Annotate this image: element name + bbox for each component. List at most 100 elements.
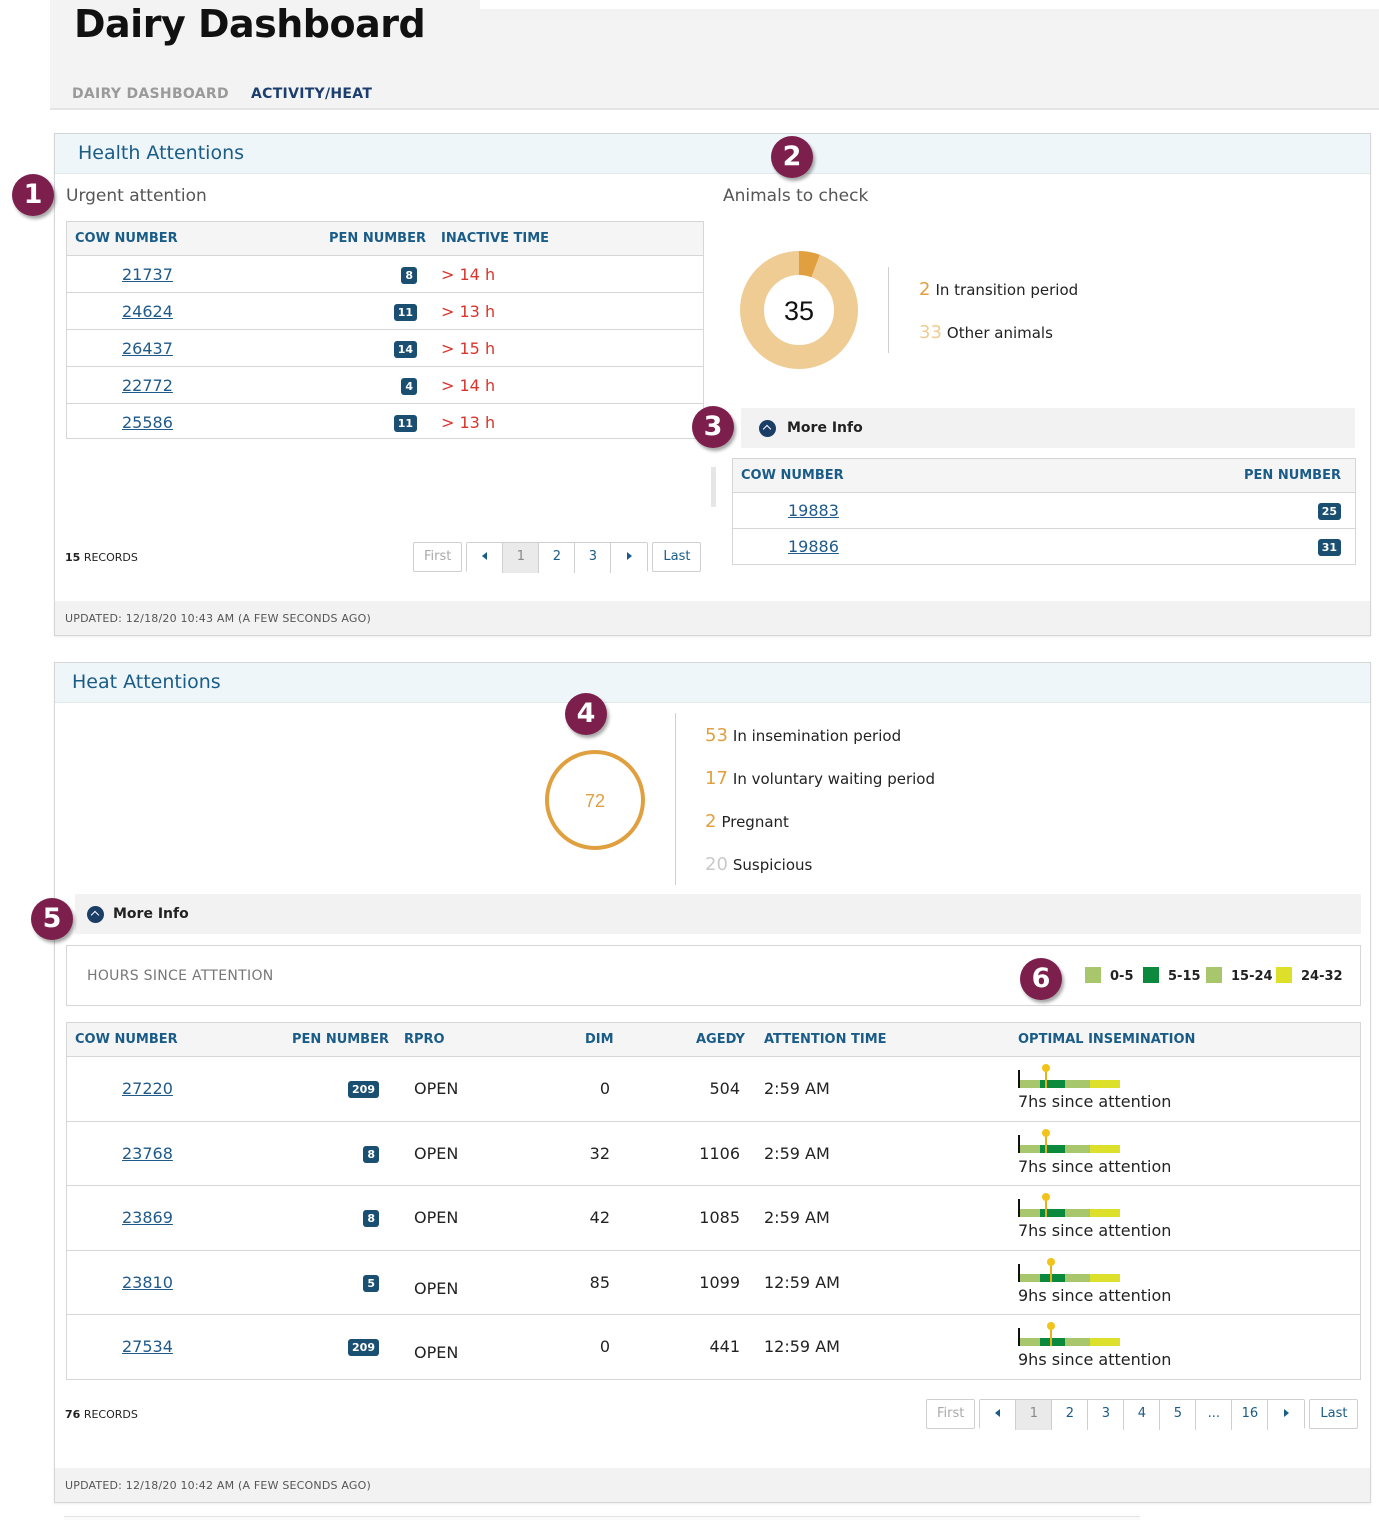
cow-number-link[interactable]: 22772 (122, 376, 173, 395)
pager-page-2[interactable]: 2 (1052, 1400, 1089, 1430)
pager-page-5[interactable]: 5 (1160, 1400, 1197, 1430)
attention-time: 2:59 AM (764, 1079, 830, 1098)
cow-number-link[interactable]: 19883 (788, 501, 839, 520)
col-cow-number[interactable]: COW NUMBER (75, 231, 178, 246)
pager-page-4[interactable]: 4 (1124, 1400, 1161, 1430)
legend-swatch (1206, 967, 1222, 983)
legend-swatch (1143, 967, 1159, 983)
legend-0-5: 0-5 (1085, 967, 1134, 984)
current-time-pin-icon (1042, 1064, 1050, 1088)
pager-next-button[interactable] (611, 543, 648, 573)
col-pen-number[interactable]: PEN NUMBER (292, 1032, 389, 1047)
col-dim[interactable]: DIM (585, 1032, 614, 1047)
cow-number-link[interactable]: 23869 (122, 1208, 173, 1228)
cow-number-link[interactable]: 27220 (122, 1079, 173, 1098)
table-row: 23869 8 OPEN 42 1085 2:59 AM 7hs since attenti… (67, 1186, 1360, 1251)
col-pen-number[interactable]: PEN NUMBER (329, 231, 426, 246)
health-attentions-panel: Health Attentions Urgent attention COW N… (54, 133, 1371, 636)
window-segment (1065, 1080, 1090, 1088)
col-rpro[interactable]: RPRO (404, 1032, 445, 1047)
pager-last-button[interactable]: Last (1309, 1399, 1359, 1429)
cow-number-link[interactable]: 23768 (122, 1143, 173, 1163)
cow-number-link[interactable]: 21737 (122, 265, 173, 284)
urgent-attention-table: COW NUMBER PEN NUMBER INACTIVE TIME 2173… (66, 221, 704, 439)
pager-page-16[interactable]: 16 (1232, 1400, 1269, 1430)
scroll-indicator[interactable] (711, 467, 716, 507)
insemination-window-bar (1020, 1144, 1120, 1153)
heat-table-header: COW NUMBER PEN NUMBER RPRO DIM AGEDY ATT… (67, 1023, 1360, 1057)
inactive-time: > 14 h (441, 376, 496, 395)
window-segment (1065, 1338, 1090, 1347)
tab-activity-heat[interactable]: ACTIVITY/HEAT (251, 86, 373, 102)
col-agedy[interactable]: AGEDY (696, 1032, 745, 1047)
window-segment (1090, 1144, 1120, 1153)
current-time-pin-icon (1042, 1193, 1050, 1218)
dim-value: 42 (589, 1208, 610, 1228)
stat-pregnant: 2 Pregnant (705, 811, 789, 832)
col-pen-number[interactable]: PEN NUMBER (1244, 468, 1341, 483)
heat-attention-table: COW NUMBER PEN NUMBER RPRO DIM AGEDY ATT… (66, 1022, 1361, 1380)
attention-time: 2:59 AM (764, 1208, 830, 1228)
dim-value: 0 (599, 1079, 610, 1098)
window-segment (1020, 1338, 1040, 1347)
page-title: Dairy Dashboard (74, 2, 426, 46)
urgent-table-header: COW NUMBER PEN NUMBER INACTIVE TIME (67, 222, 703, 256)
health-more-info-toggle[interactable]: More Info (741, 408, 1355, 448)
pager-prev-button[interactable] (980, 1400, 1017, 1430)
hours-since-attention: 7hs since attention (1018, 1092, 1172, 1111)
table-row: 19886 31 (733, 529, 1355, 565)
col-inactive-time[interactable]: INACTIVE TIME (441, 231, 550, 246)
col-optimal-insemination[interactable]: OPTIMAL INSEMINATION (1018, 1032, 1196, 1047)
animals-to-check-donut: 35 (740, 251, 858, 369)
pen-number-badge: 11 (393, 304, 417, 321)
agedy-value: 504 (709, 1079, 740, 1098)
pager-ellipsis[interactable]: ... (1196, 1400, 1233, 1430)
pager-page-2[interactable]: 2 (539, 543, 576, 573)
window-segment (1040, 1080, 1065, 1088)
current-time-pin-icon (1047, 1322, 1055, 1347)
donut-total: 35 (784, 296, 814, 326)
table-row: 21737 8 > 14 h (67, 256, 703, 293)
hours-since-attention: 7hs since attention (1018, 1156, 1172, 1176)
heat-pagination: First 1 2 3 4 5 ... 16 Last (926, 1399, 1359, 1430)
cow-number-link[interactable]: 23810 (122, 1272, 173, 1292)
col-cow-number[interactable]: COW NUMBER (741, 468, 844, 483)
dim-value: 85 (589, 1272, 610, 1292)
pager-page-3[interactable]: 3 (575, 543, 612, 573)
inactive-time: > 15 h (441, 339, 496, 358)
dim-value: 32 (589, 1143, 610, 1163)
heat-more-info-toggle[interactable]: More Info (75, 894, 1361, 934)
pager-first-button[interactable]: First (413, 542, 463, 572)
stat-voluntary-waiting: 17 In voluntary waiting period (705, 768, 935, 789)
window-segment (1090, 1080, 1120, 1088)
col-cow-number[interactable]: COW NUMBER (75, 1032, 178, 1047)
table-row: 22772 4 > 14 h (67, 367, 703, 404)
check-table-header: COW NUMBER PEN NUMBER (733, 459, 1355, 493)
callout-5: 5 (31, 898, 73, 940)
urgent-pagination: First 1 2 3 Last (413, 542, 702, 573)
agedy-value: 1106 (699, 1143, 740, 1163)
caret-right-icon (1283, 1409, 1289, 1417)
table-row: 26437 14 > 15 h (67, 330, 703, 367)
pager-page-1[interactable]: 1 (1016, 1400, 1053, 1430)
cow-number-link[interactable]: 26437 (122, 339, 173, 358)
hours-since-attention-label: HOURS SINCE ATTENTION (87, 968, 274, 984)
window-segment (1090, 1209, 1120, 1218)
cow-number-link[interactable]: 24624 (122, 302, 173, 321)
tab-dairy-dashboard[interactable]: DAIRY DASHBOARD (72, 86, 229, 102)
window-segment (1065, 1144, 1090, 1153)
pager-next-button[interactable] (1268, 1400, 1305, 1430)
pager-page-1[interactable]: 1 (503, 543, 540, 573)
pager-first-button[interactable]: First (926, 1399, 976, 1429)
attention-time: 2:59 AM (764, 1143, 830, 1163)
pager-prev-button[interactable] (467, 543, 504, 573)
col-attention-time[interactable]: ATTENTION TIME (764, 1032, 887, 1047)
pager-page-3[interactable]: 3 (1088, 1400, 1125, 1430)
pager-last-button[interactable]: Last (652, 542, 702, 572)
cow-number-link[interactable]: 25586 (122, 413, 173, 432)
animals-to-check-title: Animals to check (723, 186, 869, 206)
pen-number-badge: 11 (393, 415, 417, 432)
cow-number-link[interactable]: 27534 (122, 1337, 173, 1357)
optimal-insemination-indicator: 9hs since attention (1018, 1322, 1171, 1369)
cow-number-link[interactable]: 19886 (788, 537, 839, 556)
